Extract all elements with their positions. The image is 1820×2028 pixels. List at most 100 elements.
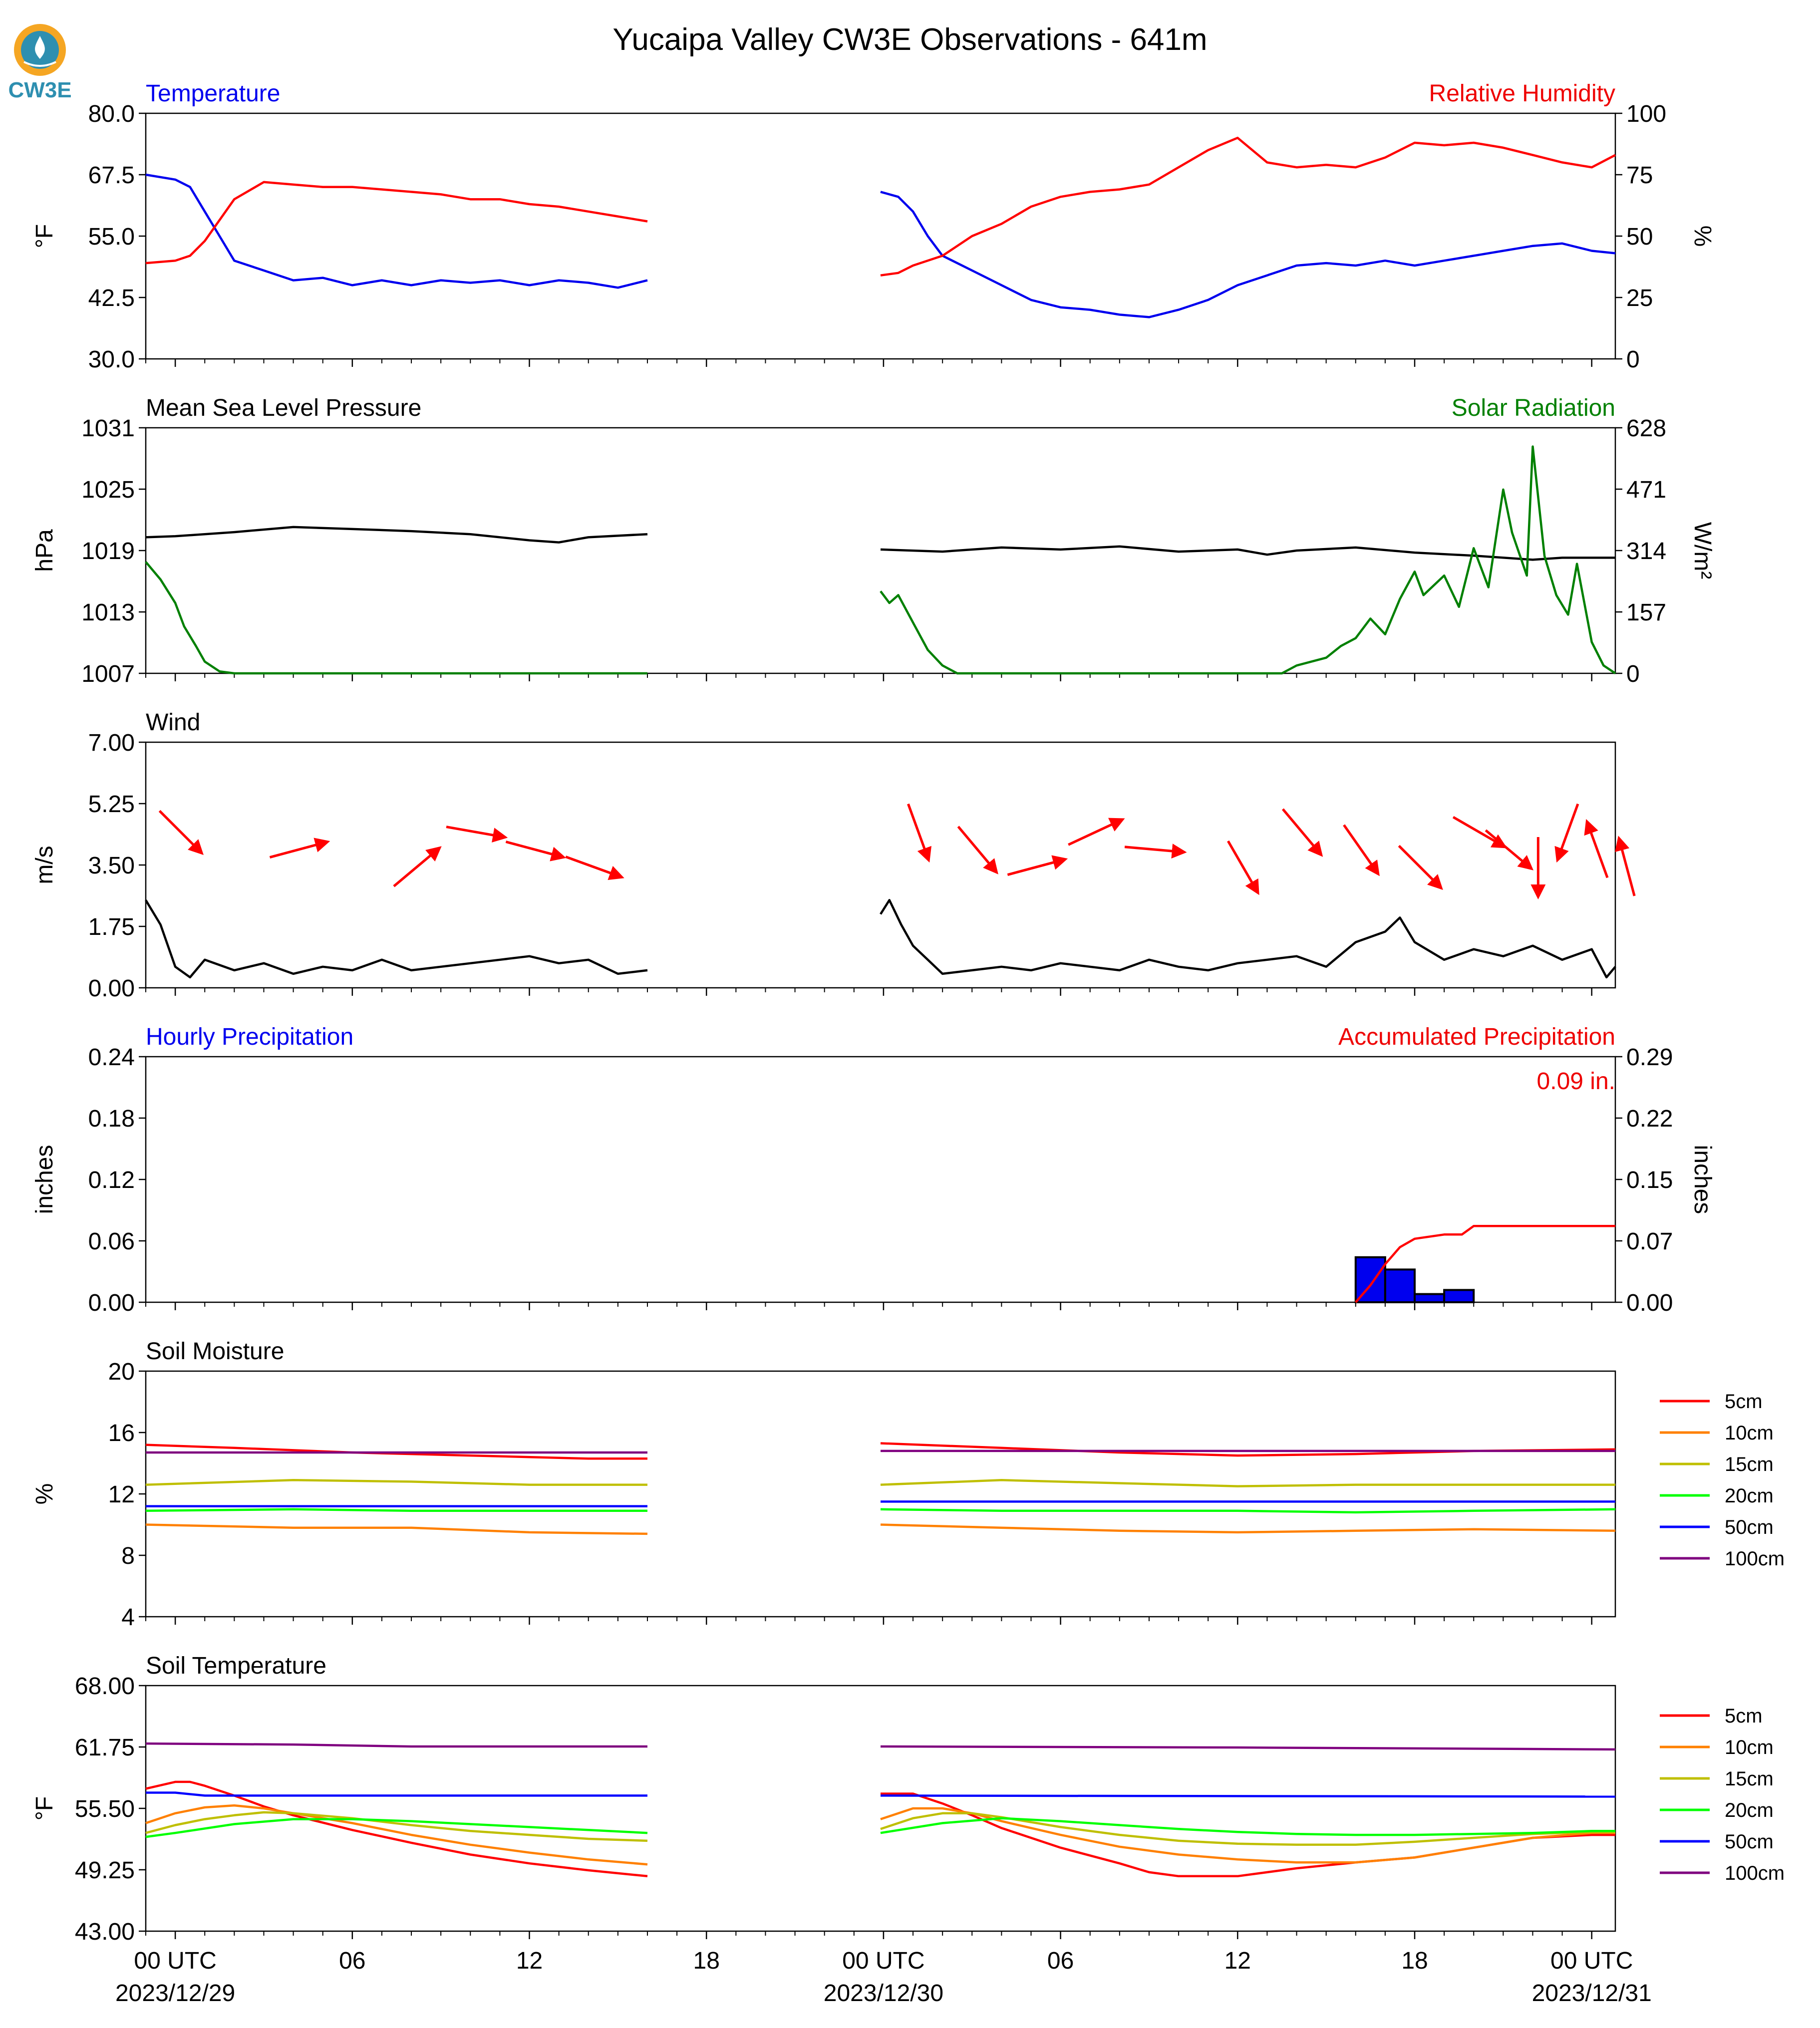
y-tick-label-right: 75 [1626, 162, 1653, 189]
y-tick-label: 80.0 [88, 101, 135, 127]
y-tick-label: 20 [108, 1359, 135, 1385]
wind-arrow [446, 826, 508, 843]
x-tick-label: 18 [693, 1948, 720, 1974]
series-line [145, 1508, 647, 1512]
panels: 30.0 42.5 55.0 67.5 80.0 °F 0 25 50 75 100% Tempera… [31, 80, 1785, 1945]
y-axis-label: m/s [31, 846, 58, 884]
y-axis-right: 0.00 0.07 0.15 0.22 0.29 [1615, 1044, 1673, 1316]
panel-title-right: Relative Humidity [1429, 80, 1615, 107]
y-axis-left: 4 8 12 16 20 [108, 1359, 146, 1631]
y-axis-label: °F [31, 224, 58, 249]
y-axis-label: °F [31, 1796, 58, 1821]
legend-label: 5cm [1725, 1705, 1763, 1727]
series-line [880, 1812, 1615, 1846]
y-tick-label: 61.75 [75, 1735, 135, 1761]
legend-label: 50cm [1725, 1831, 1774, 1853]
wind-arrow [1068, 818, 1125, 846]
x-tick-label: 12 [1224, 1948, 1251, 1974]
y-tick-label-right: 0.07 [1626, 1228, 1673, 1255]
panel-title-left: Soil Moisture [146, 1338, 284, 1365]
y-tick-label: 4 [121, 1604, 135, 1631]
precip-bar [1414, 1293, 1446, 1304]
series-group [145, 136, 1616, 318]
wind-arrow [269, 838, 330, 859]
y-tick-label: 42.5 [88, 285, 135, 311]
precip-bar [1384, 1268, 1416, 1303]
y-tick-label: 1031 [81, 415, 135, 442]
y-axis-label: hPa [31, 529, 58, 572]
y-tick-label-right: 25 [1626, 285, 1653, 311]
y-axis-left: 43.00 49.25 55.50 61.75 68.00 [75, 1673, 146, 1945]
series-line [146, 1791, 647, 1797]
x-ticks [145, 1302, 1592, 1310]
panel-title-left: Mean Sea Level Pressure [146, 395, 421, 421]
series-group [145, 899, 1616, 979]
panel-soil_moisture: 4 8 12 16 20% Soil Moisture [31, 1338, 1616, 1631]
panel-title-left: Wind [146, 709, 200, 736]
wind-arrow [565, 856, 624, 880]
series-line [145, 1780, 648, 1878]
y-tick-label: 1.75 [88, 914, 135, 940]
series-group [145, 1442, 1616, 1535]
legend-label: 100cm [1725, 1862, 1785, 1884]
panel-pressure_solar: 1007 1013 1019 1025 1031 hPa 0 157 314 471 628 W/m²… [31, 395, 1716, 687]
legend-label: 5cm [1725, 1391, 1763, 1413]
x-tick-date-label: 2023/12/31 [1532, 1980, 1652, 2007]
y-axis-label-right: W/m² [1689, 522, 1716, 579]
x-tick-label: 00 UTC [842, 1948, 924, 1974]
series-line [145, 173, 648, 289]
y-axis-left: 30.0 42.5 55.0 67.5 80.0 [88, 101, 146, 373]
logo-wave-icon [23, 61, 56, 67]
series-line [880, 1794, 1616, 1798]
legend-label: 10cm [1725, 1737, 1774, 1758]
y-tick-label: 67.5 [88, 162, 135, 189]
series-line [145, 561, 647, 675]
y-tick-label: 1019 [81, 538, 135, 565]
series-line [880, 545, 1615, 561]
series-line [145, 1742, 647, 1748]
series-line [145, 1479, 647, 1486]
series-line [145, 1444, 647, 1460]
logo-text: CW3E [8, 78, 71, 102]
x-ticks [145, 359, 1592, 367]
series-line [880, 1817, 1615, 1836]
y-tick-label-right: 0.29 [1626, 1044, 1673, 1071]
page-title: Yucaipa Valley CW3E Observations - 641m [612, 22, 1207, 57]
series-line [145, 899, 648, 979]
series-line [880, 1479, 1615, 1487]
y-axis-label: % [31, 1483, 58, 1505]
y-tick-label-right: 50 [1626, 224, 1653, 250]
series-line [880, 1745, 1616, 1751]
series-line [145, 1523, 648, 1535]
y-tick-label: 0.24 [88, 1044, 135, 1071]
wind-arrow [957, 826, 998, 874]
y-axis-label: inches [31, 1145, 58, 1214]
precip-bars [1354, 1256, 1475, 1304]
series-line [145, 181, 648, 265]
y-tick-label: 0.00 [88, 1290, 135, 1316]
series-group [1355, 1225, 1615, 1303]
wind-arrow [393, 846, 442, 887]
logo-drop-icon [35, 36, 45, 59]
series-line [145, 1818, 648, 1838]
legend-label: 15cm [1725, 1453, 1774, 1475]
legend-label: 50cm [1725, 1516, 1774, 1538]
wind-arrow [1452, 816, 1508, 849]
legend-label: 15cm [1725, 1768, 1774, 1790]
wind-arrow [1227, 840, 1259, 895]
x-tick-label: 00 UTC [1550, 1948, 1633, 1974]
series-line [880, 1523, 1616, 1534]
legend-label: 20cm [1725, 1485, 1774, 1507]
wind-arrow [1615, 836, 1636, 896]
y-axis-right: 0 25 50 75 100 [1615, 101, 1666, 373]
y-tick-label-right: 0 [1626, 661, 1640, 687]
y-axis-left: 1007 1013 1019 1025 1031 [81, 415, 146, 687]
y-tick-label-right: 314 [1626, 538, 1666, 565]
wind-arrow [1281, 808, 1323, 857]
y-tick-label: 3.50 [88, 853, 135, 879]
series-line [145, 1811, 648, 1842]
y-tick-label: 1025 [81, 477, 135, 503]
wind-arrow [907, 803, 931, 863]
